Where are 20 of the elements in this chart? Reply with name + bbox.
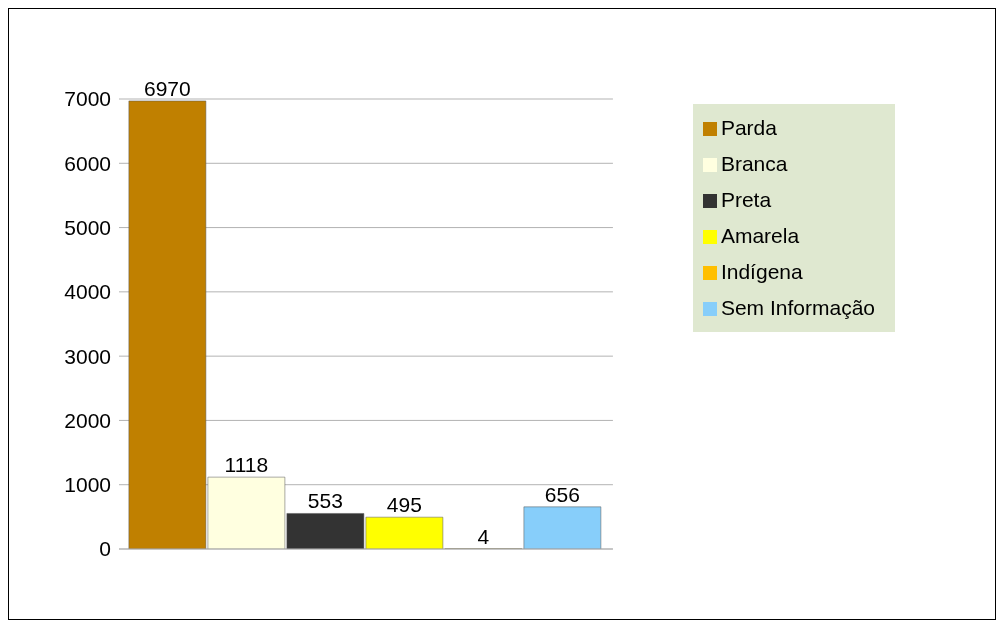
data-label: 6970 xyxy=(144,76,191,100)
data-label: 656 xyxy=(544,482,580,506)
y-tick-label: 5000 xyxy=(64,216,111,240)
y-tick-label: 7000 xyxy=(64,87,111,111)
y-tick-label: 1000 xyxy=(64,473,111,497)
y-tick-label: 4000 xyxy=(64,280,111,304)
legend-label: Preta xyxy=(720,188,772,211)
legend-label: Sem Informação xyxy=(720,296,875,319)
legend-label: Branca xyxy=(720,152,788,175)
data-label: 4 xyxy=(477,524,490,548)
data-label: 553 xyxy=(307,489,343,513)
legend-label: Amarela xyxy=(720,224,800,247)
y-tick-label: 6000 xyxy=(64,151,111,175)
y-tick-label: 0 xyxy=(99,537,111,561)
legend-label: Indígena xyxy=(720,260,803,283)
data-label: 1118 xyxy=(224,453,269,477)
y-tick-label: 2000 xyxy=(64,408,111,432)
data-label: 495 xyxy=(386,493,422,517)
legend-label: Parda xyxy=(720,116,777,139)
y-tick-label: 3000 xyxy=(64,344,111,368)
